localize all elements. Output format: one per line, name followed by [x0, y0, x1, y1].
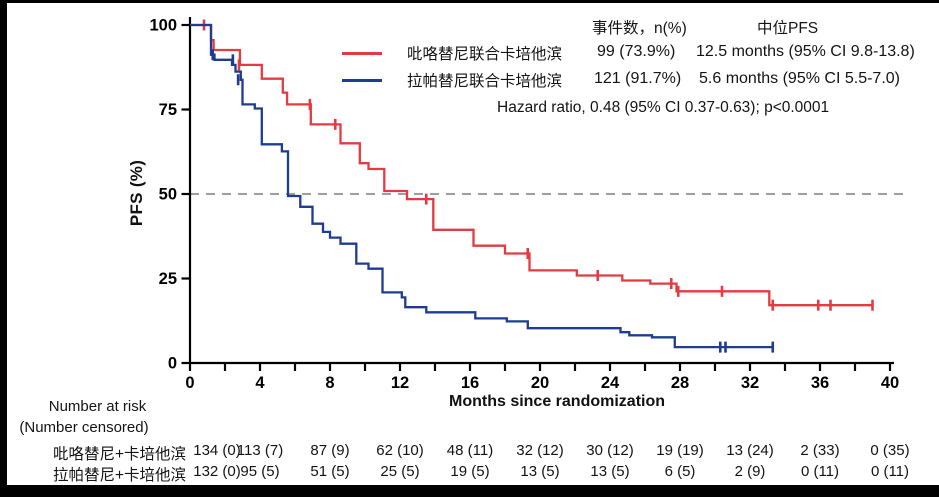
- x-tick-label: 36: [811, 374, 829, 392]
- risk-value-r0-t40: 0 (35): [870, 442, 910, 459]
- risk-value-r1-t24: 13 (5): [590, 463, 630, 480]
- risk-value-r0-t12: 62 (10): [376, 442, 424, 459]
- frame-top-border: [0, 0, 939, 3]
- risk-value-r0-t8: 87 (9): [310, 442, 350, 459]
- y-axis-label: PFS (%): [127, 159, 146, 227]
- risk-value-r0-t16: 48 (11): [446, 442, 494, 459]
- risk-value-r0-t24: 30 (12): [586, 442, 634, 459]
- stats-header-median-pfs: 中位PFS: [757, 20, 819, 37]
- legend-label-pyrotinib: 吡咯替尼联合卡培他滨: [407, 46, 563, 63]
- pyrotinib-line-swatch-icon: [342, 51, 382, 55]
- risk-value-r1-t36: 0 (11): [800, 463, 840, 480]
- risk-value-r0-t4: 113 (7): [236, 442, 284, 459]
- km-series-1: [190, 23, 775, 353]
- x-axis-label: Months since randomization: [448, 393, 666, 410]
- risk-value-r1-t12: 25 (5): [380, 463, 420, 480]
- x-tick-label: 40: [881, 374, 899, 392]
- x-tick-label: 0: [185, 374, 194, 392]
- x-tick-label: 4: [255, 374, 265, 392]
- x-tick-label: 24: [601, 374, 620, 392]
- risk-value-r1-t16: 19 (5): [450, 463, 490, 480]
- stats-header-events: 事件数，n(%): [592, 20, 687, 37]
- y-tick-label: 100: [149, 17, 177, 35]
- lapatinib-line-swatch-icon: [342, 78, 382, 82]
- y-tick-label: 0: [168, 355, 177, 373]
- risk-value-r1-t4: 95 (5): [240, 463, 280, 480]
- risk-row-label-lapatinib: 拉帕替尼+卡培他滨: [52, 467, 186, 484]
- y-tick-label: 75: [159, 101, 177, 119]
- x-tick-label: 28: [671, 374, 689, 392]
- risk-value-r0-t0: 134 (0): [193, 442, 241, 459]
- hazard-ratio-text: Hazard ratio, 0.48 (95% CI 0.37-0.63); p…: [497, 99, 830, 116]
- x-tick-label: 32: [741, 374, 759, 392]
- risk-value-r1-t20: 13 (5): [520, 463, 560, 480]
- frame-bottom-border: [0, 485, 939, 497]
- x-tick-label: 8: [325, 374, 334, 392]
- risk-value-r1-t32: 2 (9): [734, 463, 766, 480]
- km-curve-1: [190, 23, 773, 349]
- stat-median-pyrotinib: 12.5 months (95% CI 9.8-13.8): [696, 43, 915, 60]
- x-tick-label: 16: [461, 374, 479, 392]
- risk-value-r0-t36: 2 (33): [800, 442, 840, 459]
- legend-label-lapatinib: 拉帕替尼联合卡培他滨: [407, 73, 563, 90]
- risk-table-subtitle: (Number censored): [19, 419, 149, 436]
- risk-value-r1-t0: 132 (0): [193, 463, 241, 480]
- risk-value-r0-t32: 13 (24): [726, 442, 774, 459]
- risk-value-r1-t40: 0 (11): [870, 463, 910, 480]
- legend-item-pyrotinib: 吡咯替尼联合卡培他滨: [342, 44, 563, 63]
- legend-item-lapatinib: 拉帕替尼联合卡培他滨: [342, 71, 563, 90]
- risk-table-title: Number at risk: [48, 398, 147, 415]
- y-tick-label: 50: [159, 186, 177, 204]
- risk-value-r0-t28: 19 (19): [656, 442, 704, 459]
- x-tick-label: 12: [391, 374, 409, 392]
- frame-left-border: [0, 0, 7, 497]
- x-tick-label: 20: [531, 374, 549, 392]
- stat-median-lapatinib: 5.6 months (95% CI 5.5-7.0): [699, 70, 900, 87]
- risk-value-r0-t20: 32 (12): [516, 442, 564, 459]
- stat-events-pyrotinib: 99 (73.9%): [597, 43, 676, 60]
- km-series-0: [190, 19, 874, 311]
- km-curve-0: [190, 23, 873, 307]
- stat-events-lapatinib: 121 (91.7%): [594, 70, 682, 87]
- y-tick-label: 25: [159, 270, 177, 288]
- risk-value-r1-t8: 51 (5): [310, 463, 350, 480]
- axes: 0 25 50 75 100 0 4 8 12 16 20 24 28 32 36 40: [149, 17, 899, 393]
- risk-row-label-pyrotinib: 吡咯替尼+卡培他滨: [52, 446, 186, 463]
- risk-value-r1-t28: 6 (5): [664, 463, 696, 480]
